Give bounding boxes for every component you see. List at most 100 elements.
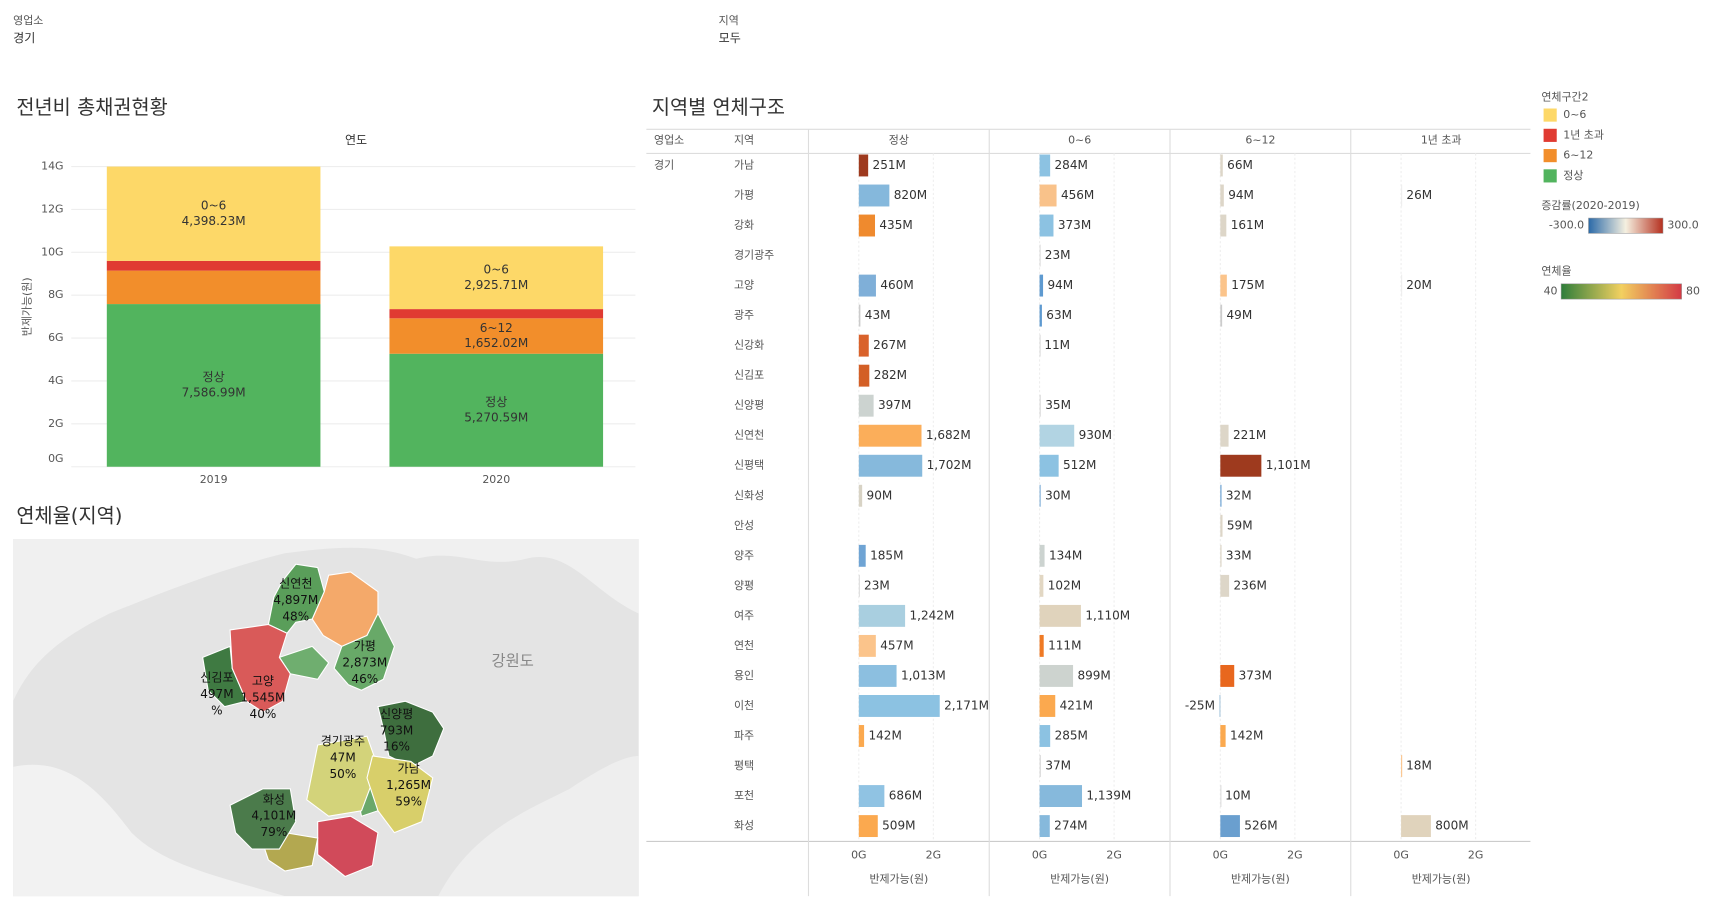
legend-swatch	[1543, 169, 1557, 183]
data-label: 142M	[868, 728, 901, 742]
bar	[1220, 725, 1226, 747]
bar	[1401, 755, 1403, 777]
region-rate: 16%	[383, 740, 410, 754]
map-region	[366, 755, 434, 834]
data-label: 899M	[1077, 668, 1110, 682]
data-label: 23M	[864, 578, 890, 592]
data-label: 1,139M	[1086, 789, 1131, 803]
bar	[858, 304, 861, 327]
legend-title: 연체율	[1541, 265, 1571, 278]
chart-title: 전년비 총채권현황	[16, 96, 167, 119]
bar	[1220, 574, 1230, 597]
row-label: 여주	[734, 609, 754, 622]
data-label: 4,398.23M	[182, 214, 246, 228]
bar	[1039, 544, 1045, 567]
bar	[858, 574, 860, 597]
x-tick-label: 2G	[1287, 849, 1302, 862]
filter-label: 지역	[719, 14, 739, 27]
legend-label: 6~12	[1563, 149, 1593, 162]
row-label: 가남	[734, 158, 754, 171]
data-label: 134M	[1049, 548, 1082, 562]
data-label: 221M	[1233, 428, 1266, 442]
segment-name: 정상	[203, 370, 225, 384]
map-region	[377, 700, 445, 768]
data-label: 282M	[874, 368, 907, 382]
data-label: 94M	[1228, 188, 1254, 202]
bar	[1039, 725, 1051, 747]
row-header: 영업소	[654, 133, 684, 146]
x-tick-label: 0G	[1393, 849, 1408, 862]
x-tick-label: 0G	[1032, 849, 1047, 862]
row-label: 신화성	[734, 489, 764, 502]
legend-swatch	[1543, 149, 1557, 163]
bar	[858, 184, 890, 207]
data-label: 5,270.59M	[464, 410, 528, 424]
region-value: 497M	[200, 687, 233, 701]
region-rate: 46%	[351, 672, 378, 686]
data-label: 161M	[1231, 218, 1264, 232]
bar	[1039, 454, 1059, 477]
row-label: 양주	[734, 549, 754, 562]
legend-label: 0~6	[1563, 108, 1586, 121]
bar	[1220, 274, 1227, 297]
bar	[1039, 815, 1050, 838]
row-label: 강화	[734, 219, 754, 232]
data-label: 11M	[1044, 338, 1070, 352]
bar	[1039, 244, 1041, 267]
data-label: 1,242M	[909, 608, 954, 622]
y-tick-label: 14G	[41, 160, 63, 173]
bar-segment	[106, 260, 321, 271]
row-label: 고양	[734, 279, 754, 292]
map-region	[317, 815, 379, 878]
data-label: 236M	[1234, 578, 1267, 592]
data-label: 94M	[1047, 278, 1073, 292]
bar	[1039, 424, 1075, 447]
data-label: -25M	[1185, 698, 1215, 712]
region-value: 47M	[330, 751, 356, 765]
data-label: 18M	[1406, 759, 1432, 773]
data-label: 7,586.99M	[182, 386, 246, 400]
legend-range-label: 300.0	[1667, 219, 1698, 232]
bar	[858, 544, 866, 567]
row-header: 지역	[734, 133, 754, 146]
bar	[1039, 184, 1057, 207]
bar	[1039, 274, 1044, 297]
filter-value[interactable]: 경기	[13, 31, 35, 45]
bar	[1039, 334, 1041, 357]
bar	[1039, 664, 1074, 687]
region-rate: %	[211, 704, 222, 718]
data-label: 59M	[1227, 518, 1253, 532]
data-label: 23M	[1045, 248, 1071, 262]
bar	[858, 394, 874, 417]
row-label: 가평	[734, 189, 754, 202]
bar	[1220, 184, 1224, 207]
bar	[1039, 214, 1054, 237]
data-label: 285M	[1055, 728, 1088, 742]
row-label: 신강화	[734, 339, 764, 352]
bar	[858, 364, 870, 387]
x-tick-label: 2019	[200, 473, 228, 486]
data-label: 2,171M	[944, 698, 989, 712]
data-label: 1,110M	[1085, 608, 1130, 622]
region-name: 가평	[354, 639, 376, 653]
bar	[858, 785, 885, 807]
bar	[858, 424, 922, 447]
filter-value[interactable]: 모두	[719, 31, 741, 45]
bar-segment	[389, 309, 604, 319]
row-label: 안성	[734, 519, 754, 532]
x-tick-label: 0G	[1213, 849, 1228, 862]
bar	[1401, 184, 1403, 207]
map-region	[333, 612, 395, 691]
region-name: 고양	[252, 674, 274, 688]
y-tick-label: 10G	[41, 245, 63, 258]
region-rate: 48%	[282, 609, 309, 623]
map-land	[438, 755, 639, 897]
region-name: 신김포	[200, 671, 233, 685]
region-name: 신양평	[380, 707, 413, 721]
data-label: 509M	[882, 819, 915, 833]
map-land	[13, 539, 639, 702]
region-rate: 79%	[260, 825, 287, 839]
row-label: 파주	[734, 729, 754, 742]
